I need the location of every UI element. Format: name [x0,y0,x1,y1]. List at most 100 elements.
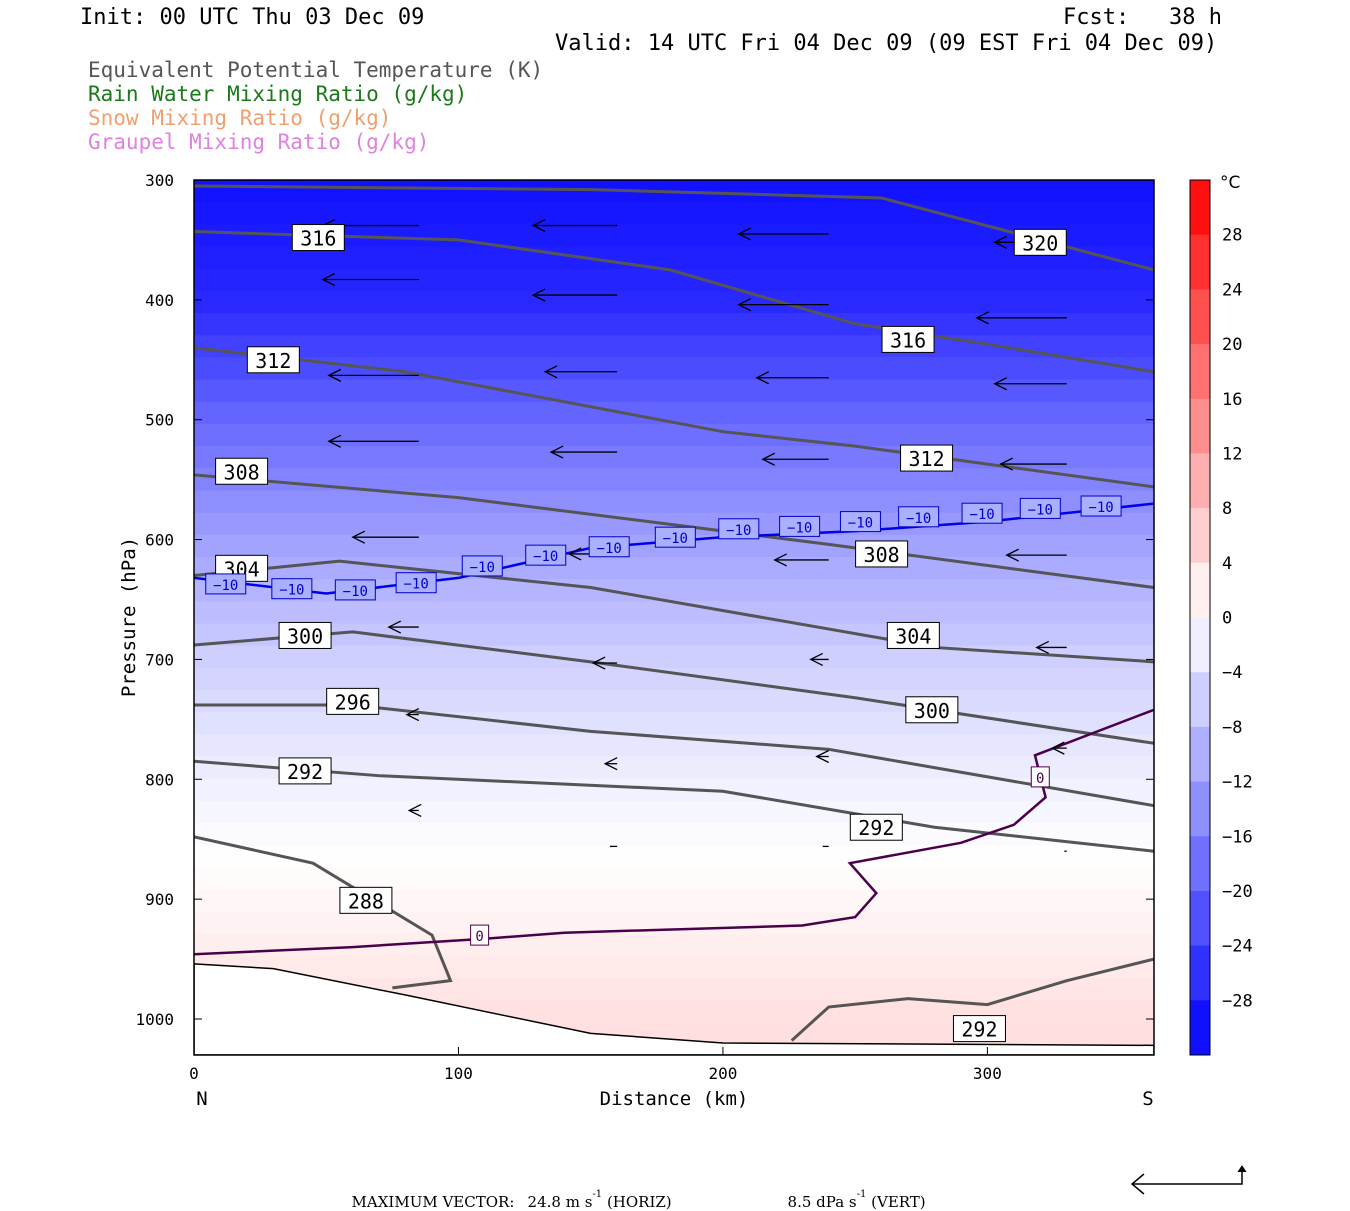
reference-vector [1130,1165,1247,1195]
plot-frame [193,179,1155,1056]
theta-e-contour [194,473,1154,590]
theta-e-label-box [326,687,380,715]
colorbar-swatch [1190,617,1210,673]
isotherm-minus10c-label-box [588,536,630,558]
terrain [194,963,1154,1055]
isotherm-minus10c-label: −10 [213,578,238,594]
temp-band [194,800,1154,825]
y-tick-label: 800 [145,770,174,789]
theta-e-label-box [952,1015,1006,1043]
colorbar-tick-label: 8 [1222,499,1232,519]
cross-section-chart: 3203163163123123083083043043003002962922… [118,171,1253,1110]
theta-e-label: 300 [914,699,950,723]
isotherm-minus10c-label: −10 [726,523,751,539]
isotherm-minus10c-label: −10 [1088,500,1113,516]
vert-unit: (VERT) [871,1193,926,1211]
colorbar-tick-label: −8 [1222,718,1242,738]
theta-e-label-box [855,540,909,568]
wind-vectors [321,218,1067,852]
temp-band [194,379,1154,403]
isotherm-minus10c-label-box [205,573,247,595]
x-axis-title: Distance (km) [600,1088,749,1110]
isotherm-minus10c-label: −10 [787,520,812,536]
temp-band [194,889,1154,913]
colorbar-swatch [1190,562,1210,618]
temp-band [194,401,1154,425]
colorbar-swatch [1190,672,1210,728]
theta-e-label-box [278,621,332,649]
isotherm-minus10c-label: −10 [343,584,368,600]
wind-vector-head [327,368,342,382]
y-tick-label: 600 [145,531,174,550]
theta-e-label: 292 [858,816,894,840]
wind-vector-head [773,553,788,567]
temp-band [194,911,1154,935]
theta-e-label-box [900,444,954,472]
theta-e-label: 320 [1022,231,1058,255]
colorbar-tick-label: 0 [1222,609,1232,629]
colorbar-tick-label: −20 [1222,882,1253,902]
colorbar-swatch [1190,726,1210,783]
temp-band [194,357,1154,381]
theta-e-label-box [278,757,332,785]
isotherm-minus10c-label: −10 [533,549,558,565]
wind-vector-head [761,452,776,466]
theta-e-label-box [291,224,345,252]
horiz-unit: (HORIZ) [606,1193,672,1211]
colorbar-tick-label: −12 [1222,773,1253,793]
isotherm-minus10c-label-box [1019,497,1061,519]
y-tick-label: 400 [145,291,174,310]
colorbar-swatch [1190,890,1210,947]
isotherm-minus10c-label: −10 [597,541,622,557]
isotherm-minus10c-label-box [839,511,881,533]
max-vector-title: MAXIMUM VECTOR: [351,1193,515,1211]
x-tick-label: 300 [973,1064,1002,1083]
legend-snow: Snow Mixing Ratio (g/kg) [88,106,392,130]
max-vector-horiz: 24.8 m s-1 (HORIZ) [518,1175,672,1211]
colorbar-tick-label: 4 [1222,554,1232,574]
isotherm-minus10c-label: −10 [1028,502,1053,518]
temp-band [194,423,1154,448]
isotherm-minus10c-label-box [334,579,376,601]
theta-e-label-box [339,886,393,914]
wind-vector-head [1050,741,1065,755]
forecast-hour: Fcst: 38 h [1063,5,1222,30]
theta-e-label: 304 [895,624,931,648]
wind-vector-head [815,749,830,764]
wind-vector-head [993,235,1008,249]
theta-e-contour [194,230,1154,374]
horiz-value: 24.8 m s [527,1193,593,1211]
temp-band [194,601,1154,625]
wind-vector-head [405,707,420,722]
theta-e-label: 308 [224,460,260,484]
wind-vector-head [1005,548,1020,562]
x-left-label: N [196,1088,207,1110]
wind-vector-head [549,445,564,459]
isotherm-minus10c-label: −10 [663,531,688,547]
theta-e-label: 296 [335,690,371,714]
colorbar-swatch [1190,1000,1210,1056]
isotherm-minus10c-label: −10 [848,516,873,532]
colorbar-unit: °C [1220,173,1240,193]
x-tick-label: 200 [708,1064,737,1083]
wind-vector-head [755,371,770,385]
theta-e-label: 300 [287,624,323,648]
contour-labels: 3203163163123123083083043043003002962922… [205,224,1122,1043]
isotherm-minus10c-label-box [898,506,940,528]
theta-e-label-box [849,813,903,841]
theta-e-contour [194,835,453,990]
theta-e-contour [194,346,1154,489]
colorbar-tick-label: 16 [1222,390,1242,410]
wind-vector-head [351,530,366,544]
x-tick-label: 0 [189,1064,199,1083]
colorbar-swatch [1190,453,1210,509]
temp-band [194,623,1154,647]
x-tick-label: 100 [444,1064,473,1083]
theta-e-contour [194,703,1154,808]
init-time: Init: 00 UTC Thu 03 Dec 09 [80,5,425,30]
temp-band [194,468,1154,492]
temp-band [194,756,1154,780]
colorbar-tick-label: 24 [1222,280,1242,300]
temp-band [194,202,1154,226]
theta-e-contour [194,559,1154,664]
